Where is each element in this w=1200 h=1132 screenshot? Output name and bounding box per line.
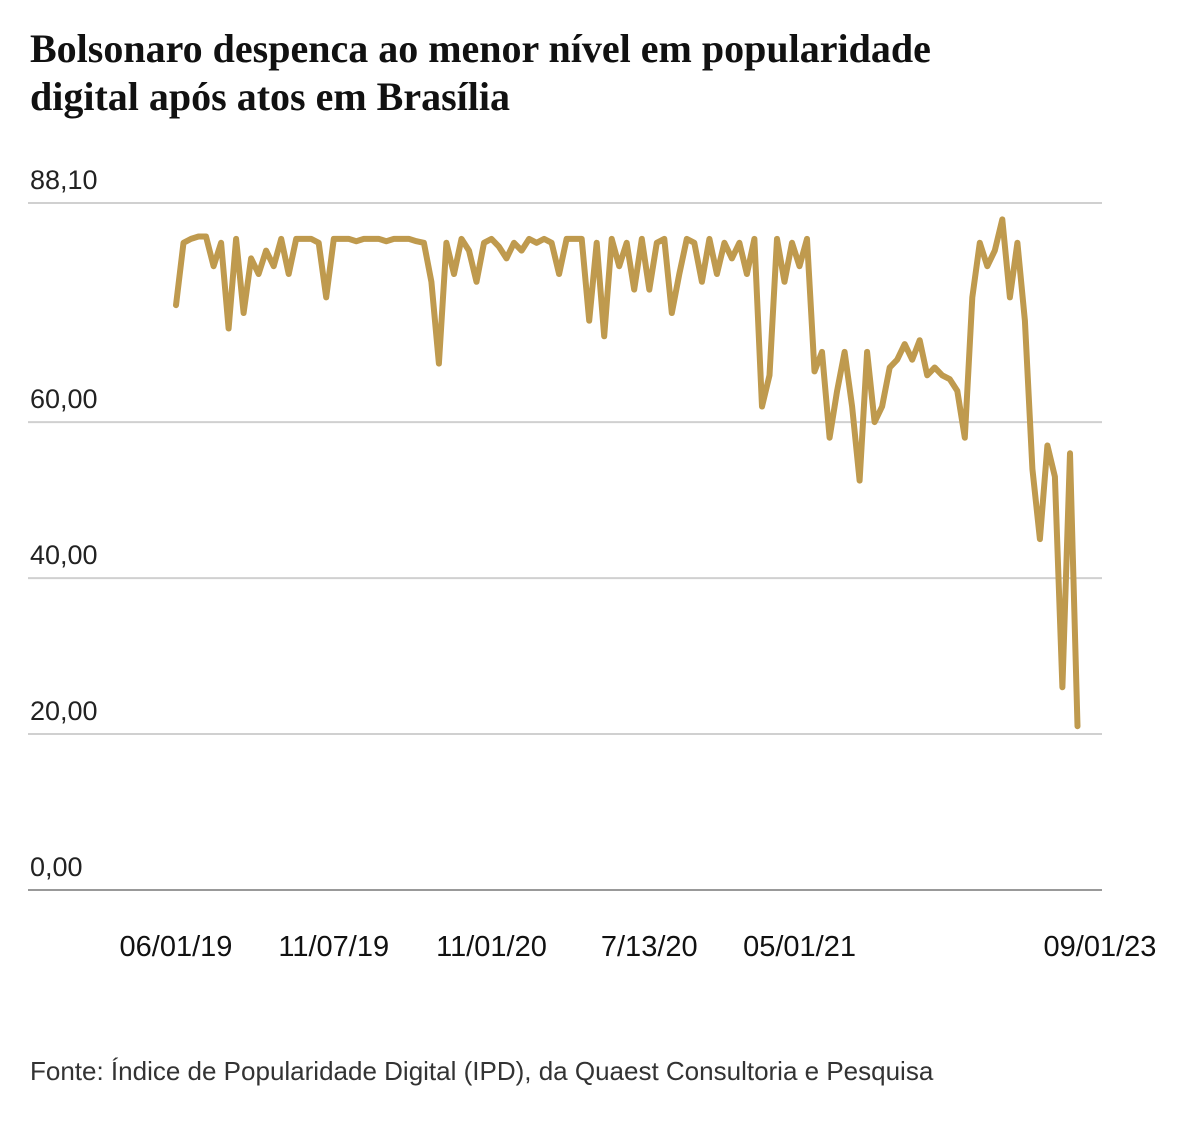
y-tick-label: 20,00: [30, 696, 98, 726]
y-tick-label: 60,00: [30, 384, 98, 414]
chart-title: digital após atos em Brasília: [30, 74, 510, 119]
x-tick-label: 06/01/19: [120, 931, 233, 963]
y-tick-label: 88,10: [30, 165, 98, 195]
x-tick-label: 09/01/23: [1044, 931, 1157, 963]
y-tick-label: 40,00: [30, 540, 98, 570]
x-tick-label: 11/01/20: [436, 931, 547, 963]
x-tick-label: 11/07/19: [278, 931, 389, 963]
y-tick-label: 0,00: [30, 852, 83, 882]
source-note: Fonte: Índice de Popularidade Digital (I…: [30, 1056, 934, 1086]
x-tick-label: 05/01/21: [743, 931, 856, 963]
chart-title: Bolsonaro despenca ao menor nível em pop…: [30, 26, 931, 71]
x-tick-label: 7/13/20: [601, 931, 698, 963]
data-line: [173, 216, 1081, 730]
